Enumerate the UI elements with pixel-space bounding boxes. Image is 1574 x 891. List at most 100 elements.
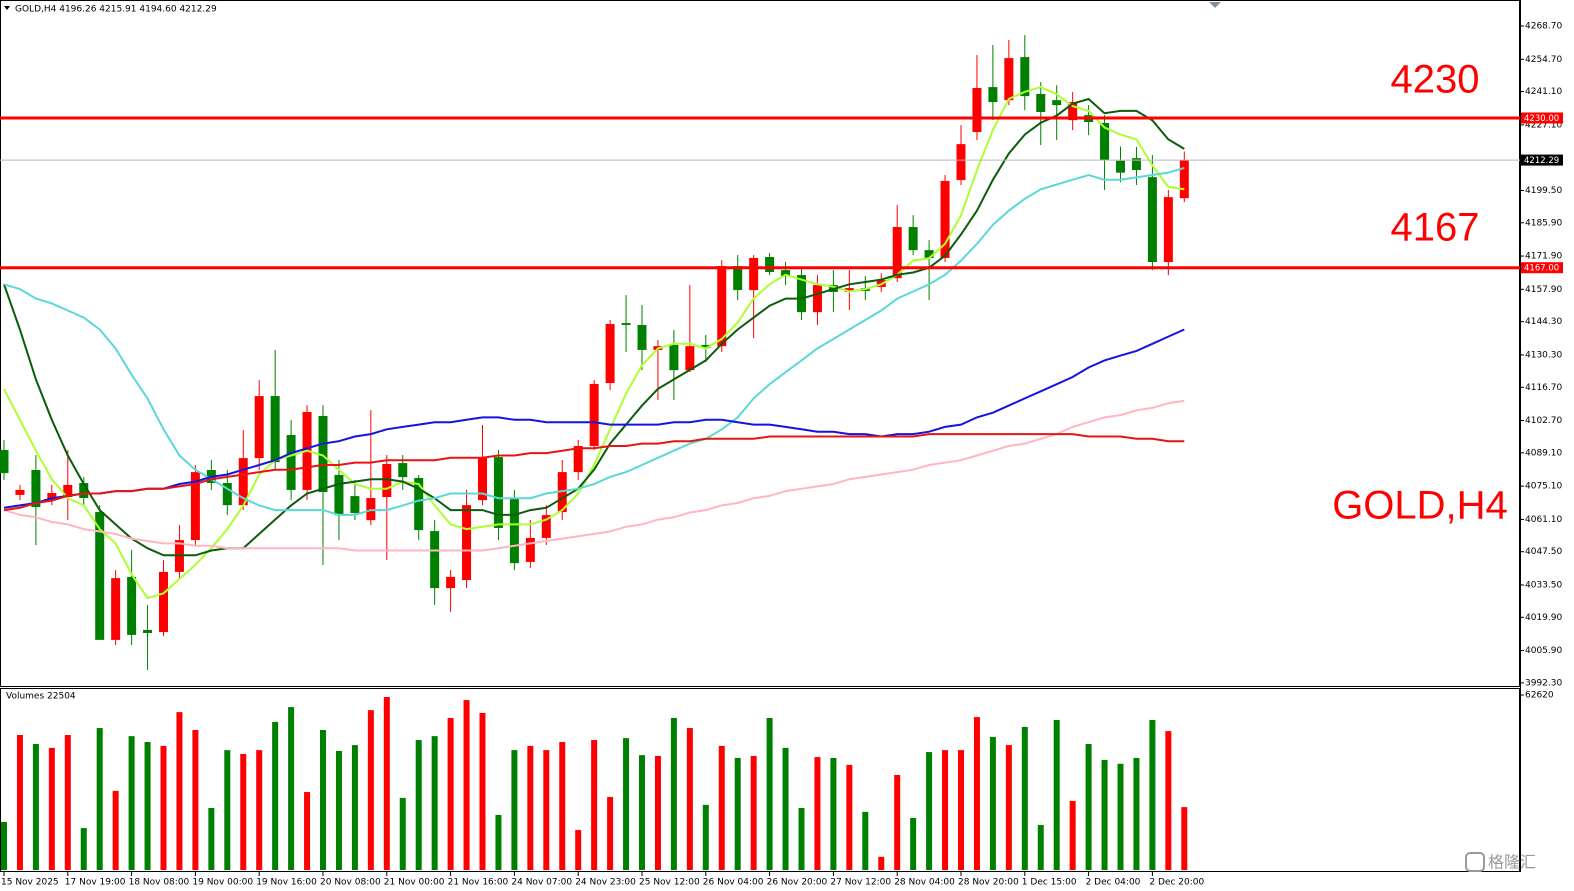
volume-bar (288, 707, 295, 870)
x-tick-label: 1 Dec 15:00 (1022, 878, 1077, 888)
candle-body (605, 324, 615, 383)
x-tick-label: 19 Nov 16:00 (256, 878, 317, 888)
y-tick-label: 4005.90 (1525, 646, 1562, 656)
volume-bar (256, 750, 263, 870)
moving-average (3, 97, 1185, 557)
volume-bar (591, 740, 598, 870)
volume-bar (894, 774, 901, 870)
x-tick-label: 17 Nov 19:00 (65, 878, 126, 888)
candle-body (1179, 160, 1189, 199)
y-tick-label: 4157.90 (1525, 285, 1562, 295)
moving-average (3, 86, 1185, 600)
x-tick-label: 28 Nov 04:00 (894, 878, 955, 888)
volume-bar (1005, 745, 1012, 870)
candle-body (382, 464, 392, 498)
volume-bar (96, 728, 103, 870)
volume-bar (878, 856, 885, 870)
y-tick-label: 4227.10 (1525, 120, 1562, 130)
y-tick-label: 4116.70 (1525, 383, 1562, 393)
moving-average (3, 328, 1185, 509)
volume-bar (479, 712, 486, 870)
volume-bar (1085, 743, 1092, 870)
candle-body (366, 498, 376, 521)
volume-bar (559, 742, 566, 870)
menu-arrow[interactable] (4, 6, 10, 10)
volume-bar (128, 736, 135, 870)
candle-body (238, 458, 248, 506)
volume-bar (511, 750, 518, 870)
y-tick-label: 4089.10 (1525, 448, 1562, 458)
annotation: 4167 (1391, 206, 1480, 250)
candle-body (143, 629, 153, 634)
chart-header: GOLD,H4 4196.26 4215.91 4194.60 4212.29 (15, 5, 217, 15)
candle-body (190, 472, 200, 541)
volume-bar (734, 757, 741, 870)
x-tick-label: 27 Nov 12:00 (830, 878, 891, 888)
y-tick-label: 4047.50 (1525, 547, 1562, 557)
price-tag-label: 4212.29 (1524, 156, 1559, 166)
candle-body (446, 576, 456, 589)
x-tick-label: 15 Nov 2025 (1, 878, 59, 888)
x-tick-label: 2 Dec 04:00 (1086, 878, 1141, 888)
y-tick-label: 4102.70 (1525, 416, 1562, 426)
volume-bar (272, 721, 279, 870)
price-tag (1521, 112, 1563, 124)
annotation: 4230 (1391, 58, 1480, 102)
candle-body (334, 474, 344, 516)
volume-bar (192, 729, 199, 870)
y-tick-label: 4268.70 (1525, 22, 1562, 32)
candle-body (685, 346, 695, 371)
candle-body (1147, 177, 1157, 263)
y-tick-label: 4061.10 (1525, 515, 1562, 525)
volume-bar (686, 728, 693, 870)
volume-bar (766, 717, 773, 870)
candle-body (844, 288, 854, 292)
volume-bar (910, 818, 917, 870)
candle-body (637, 324, 647, 350)
candle-body (924, 250, 934, 258)
volume-bar (495, 814, 502, 870)
candle-body (286, 435, 296, 490)
volume-bar (351, 745, 358, 870)
x-tick-label: 21 Nov 16:00 (448, 878, 509, 888)
candle-body (509, 498, 519, 564)
volume-bar (16, 735, 23, 870)
volume-bar (670, 717, 677, 870)
volume-bar (240, 754, 247, 870)
candle-body (15, 489, 25, 495)
volume-bar (144, 742, 151, 870)
volume-bar (463, 700, 470, 870)
candle-body (988, 87, 998, 103)
volume-bar (48, 747, 55, 870)
candle-body (589, 383, 599, 446)
volume-bar (814, 757, 821, 870)
volume-bar (973, 717, 980, 870)
volume-bar (1037, 825, 1044, 870)
candle-body (350, 496, 360, 513)
x-tick-label: 26 Nov 04:00 (703, 878, 764, 888)
x-tick-label: 2 Dec 20:00 (1149, 878, 1204, 888)
candle-body (669, 344, 679, 371)
candle-body (749, 257, 759, 291)
y-tick-label: 4130.30 (1525, 350, 1562, 360)
y-tick-label: 4075.10 (1525, 482, 1562, 492)
candle-body (1020, 57, 1030, 97)
volume-bar (1101, 759, 1108, 870)
candle-body (47, 493, 57, 501)
moving-average (3, 433, 1185, 512)
candle-body (1036, 93, 1046, 113)
volume-bar (304, 792, 311, 870)
x-tick-label: 24 Nov 23:00 (575, 878, 636, 888)
candle-body (63, 484, 73, 498)
x-tick-label: 18 Nov 08:00 (129, 878, 190, 888)
volume-bar (1165, 731, 1172, 870)
x-tick-label: 26 Nov 20:00 (767, 878, 828, 888)
candle-body (1068, 102, 1078, 121)
volume-bar (846, 764, 853, 870)
x-tick-label: 24 Nov 07:00 (511, 878, 572, 888)
price-tag-label: 4230.00 (1524, 114, 1559, 124)
volume-bar (80, 828, 87, 870)
y-tick-label: 4171.90 (1525, 252, 1562, 262)
volume-bar (607, 797, 614, 870)
